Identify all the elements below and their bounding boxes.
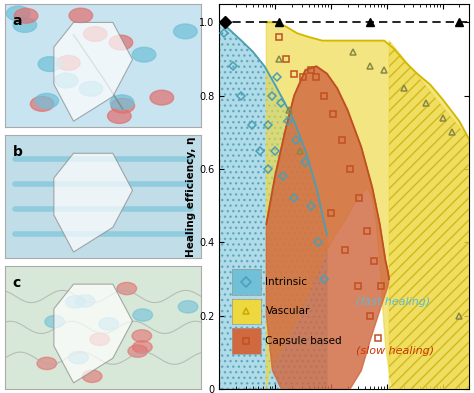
Circle shape (110, 95, 134, 110)
Circle shape (56, 55, 80, 70)
Circle shape (178, 301, 198, 313)
Circle shape (117, 282, 137, 295)
Circle shape (7, 6, 30, 21)
Circle shape (55, 73, 78, 88)
Circle shape (13, 18, 36, 32)
Circle shape (90, 333, 109, 345)
Text: (fast healing): (fast healing) (356, 297, 430, 307)
Circle shape (108, 108, 131, 123)
Circle shape (82, 370, 102, 382)
Circle shape (65, 296, 85, 308)
Polygon shape (54, 22, 132, 121)
Circle shape (35, 94, 58, 108)
Circle shape (37, 357, 57, 369)
Circle shape (133, 341, 152, 353)
Circle shape (133, 309, 153, 321)
Circle shape (75, 295, 95, 307)
Circle shape (150, 90, 173, 105)
Text: (slow healing): (slow healing) (356, 346, 434, 356)
Circle shape (30, 96, 54, 111)
Text: c: c (13, 275, 21, 290)
Circle shape (128, 345, 147, 357)
Text: Vascular: Vascular (265, 307, 310, 316)
Polygon shape (54, 153, 132, 252)
Polygon shape (219, 22, 327, 389)
Y-axis label: Healing efficiency, η: Healing efficiency, η (186, 136, 196, 257)
Circle shape (132, 330, 152, 342)
Polygon shape (389, 40, 469, 389)
Circle shape (173, 24, 197, 39)
Polygon shape (54, 284, 132, 383)
Polygon shape (266, 66, 389, 389)
Text: b: b (13, 145, 22, 159)
Circle shape (14, 8, 38, 23)
Circle shape (132, 47, 156, 62)
Circle shape (69, 351, 88, 364)
Circle shape (38, 57, 62, 72)
Circle shape (99, 318, 118, 330)
Circle shape (109, 35, 133, 50)
Text: Capsule based: Capsule based (265, 336, 342, 346)
Circle shape (79, 81, 103, 96)
Circle shape (69, 8, 92, 23)
Text: a: a (13, 14, 22, 28)
Circle shape (111, 98, 135, 113)
Circle shape (83, 27, 107, 41)
Text: Intrinsic: Intrinsic (265, 277, 308, 287)
Polygon shape (266, 22, 469, 389)
Circle shape (45, 316, 64, 328)
